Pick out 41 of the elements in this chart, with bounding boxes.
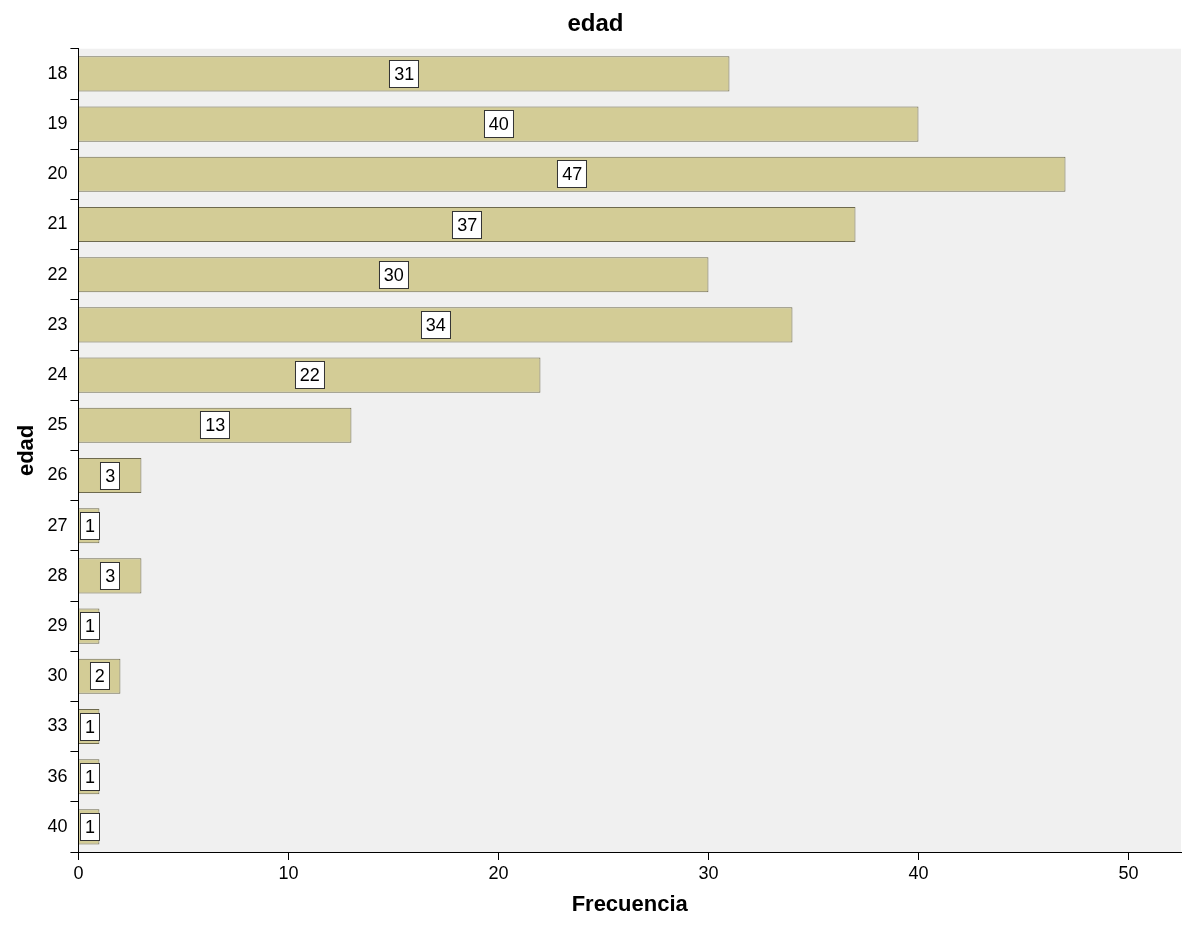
y-tick-label: 21: [47, 213, 68, 234]
x-tick-label: 20: [488, 862, 509, 883]
data-label: 30: [378, 260, 409, 289]
data-label: 1: [79, 511, 100, 540]
x-tick-label: 10: [278, 862, 299, 883]
y-tick-label: 23: [47, 313, 68, 334]
x-tick-label: 0: [73, 862, 84, 883]
data-label: 40: [483, 110, 514, 139]
y-tick-label: 18: [47, 62, 68, 83]
data-label: 2: [89, 662, 110, 691]
x-axis-title: Frecuencia: [571, 890, 689, 916]
data-label: 22: [294, 361, 325, 390]
data-label: 3: [100, 461, 121, 490]
data-label: 13: [200, 411, 231, 440]
chart-title: edad: [567, 9, 624, 37]
x-tick-label: 30: [698, 862, 719, 883]
y-axis-title: edad: [13, 424, 39, 477]
data-label: 31: [389, 59, 420, 88]
y-tick-label: 28: [47, 564, 68, 585]
y-tick-label: 19: [47, 113, 68, 134]
y-tick-label: 25: [47, 414, 68, 435]
y-tick-label: 40: [47, 815, 68, 836]
data-label: 47: [557, 160, 588, 189]
y-tick-label: 27: [47, 514, 68, 535]
data-label: 3: [100, 561, 121, 590]
data-label: 37: [452, 210, 483, 239]
x-tick-label: 50: [1118, 862, 1139, 883]
data-label: 34: [420, 310, 451, 339]
data-label: 1: [79, 812, 100, 841]
y-tick-label: 22: [47, 263, 68, 284]
y-tick-label: 20: [47, 163, 68, 184]
y-tick-label: 24: [47, 364, 68, 385]
x-tick-label: 40: [908, 862, 929, 883]
y-tick-label: 29: [47, 615, 68, 636]
y-tick-label: 36: [47, 765, 68, 786]
data-label: 1: [79, 762, 100, 791]
y-tick-label: 33: [47, 715, 68, 736]
data-label: 1: [79, 712, 100, 741]
y-tick-label: 26: [47, 464, 68, 485]
y-tick-label: 30: [47, 665, 68, 686]
data-label: 1: [79, 612, 100, 641]
